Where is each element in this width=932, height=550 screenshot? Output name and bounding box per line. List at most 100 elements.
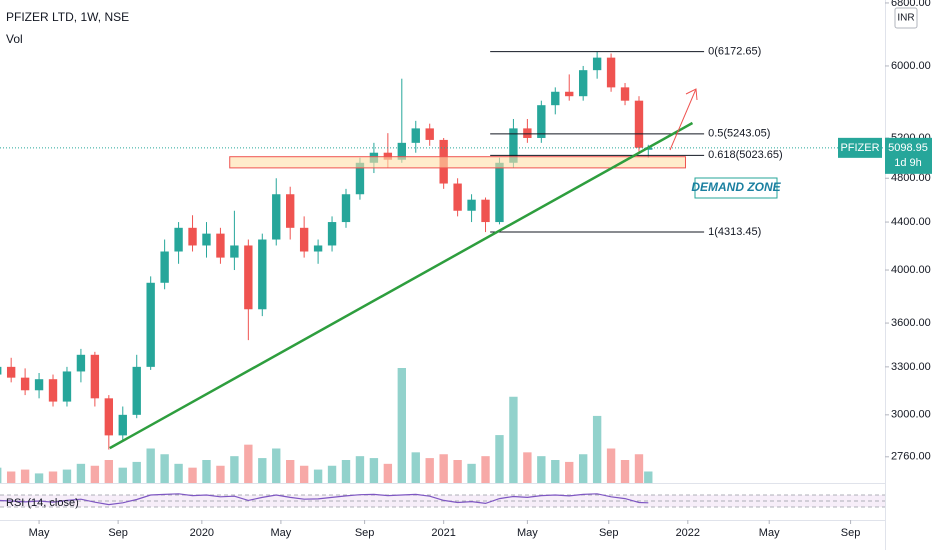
candle-body [509,128,518,163]
candle-body [6,366,16,378]
volume-bar [481,456,490,483]
candle-body [62,371,72,402]
y-tick-label: 6800.00 [891,0,931,9]
candle-body [146,282,155,367]
candle-body [537,105,546,138]
candle-body [230,245,239,258]
x-tick-label: Sep [355,527,375,539]
volume-bar [202,460,211,483]
x-tick-label: 2020 [190,527,214,539]
volume-bar [453,460,462,483]
volume-bar [76,463,86,483]
volume-label: Vol [6,32,23,46]
candle-body [118,414,127,436]
candle-body [160,251,169,283]
candle-body [216,233,225,258]
volume-bar [397,368,406,483]
volume-bar [592,415,602,483]
last-price: 5098.95 [888,142,928,154]
fib-label: 0.5(5243.05) [708,128,770,140]
fib-label: 0.618(5023.65) [708,149,783,161]
last-countdown: 1d 9h [894,157,922,169]
candle-body [272,194,281,240]
candle-body [495,162,504,223]
volume-bar [299,465,309,483]
volume-bar [118,467,127,483]
volume-bar [551,460,560,483]
x-tick-label: May [517,527,538,539]
y-tick-label: 4000.00 [891,264,931,276]
candle-body [258,239,267,310]
candle-body [174,227,183,252]
arrow-shaft [669,88,697,151]
x-tick-label: Sep [841,527,861,539]
candle-body [188,227,197,246]
volume-bar [174,463,183,483]
volume-bar [146,448,155,483]
volume-bar [286,460,295,483]
x-tick-label: May [759,527,780,539]
rsi-label: RSI (14, close) [6,497,79,509]
volume-bar [341,460,351,483]
candle-body [313,245,323,252]
volume-bar [34,473,44,483]
candle-body [355,162,365,195]
candle-body [76,354,86,372]
currency: INR [897,13,914,24]
candle-body [286,194,295,228]
candle-body [578,70,588,97]
candle-body [327,222,337,246]
volume-bar [606,448,616,483]
volume-bar [620,460,630,483]
volume-bar [425,458,434,483]
candle-body [244,245,253,310]
volume-bar [537,456,546,483]
y-tick-label: 4800.00 [891,172,931,184]
y-tick-label: 3000.00 [891,409,931,421]
volume-bar [644,471,653,483]
volume-bar [313,469,323,483]
y-tick-label: 3300.00 [891,361,931,373]
candle-body [411,128,420,143]
volume-bar [495,435,504,483]
candle-body [48,379,58,402]
volume-bar [230,456,239,483]
volume-bar [383,463,393,483]
volume-bar [244,444,253,483]
trendline [109,121,694,450]
y-tick-label: 6000.00 [891,60,931,72]
zone-label: DEMAND ZONE [691,180,781,194]
x-tick-label: 2021 [431,527,455,539]
candle-body [20,377,30,391]
volume-bar [439,454,448,483]
volume-bar [523,452,532,483]
x-tick-label: 2022 [676,527,700,539]
currency-box[interactable] [894,7,918,29]
volume-bar [188,467,197,483]
y-tick-label: 4400.00 [891,216,931,228]
x-tick-label: Sep [599,527,619,539]
volume-bar [565,461,574,483]
candle-body [90,354,100,399]
candle-body [565,91,574,97]
volume-bar [467,463,476,483]
volume-bar [355,456,365,483]
x-tick-label: May [29,527,50,539]
zone-label-box [694,177,778,199]
y-tick-label: 3600.00 [891,317,931,329]
volume-bar [634,454,644,483]
volume-bar [48,471,58,483]
candle-body [202,233,211,246]
candle-body [0,366,2,375]
price-pane [0,51,705,483]
candle-body [551,91,560,106]
volume-bar [132,461,141,483]
volume-bar [20,469,30,483]
arrow-head [685,88,698,101]
volume-bar [411,452,420,483]
candle-body [523,128,532,138]
volume-bar [216,465,225,483]
y-tick-label: 2760.00 [891,451,931,463]
last-price-box [885,137,932,174]
